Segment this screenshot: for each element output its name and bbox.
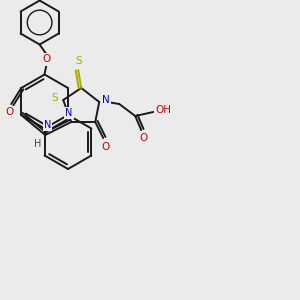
Text: N: N bbox=[102, 95, 110, 105]
Text: O: O bbox=[139, 133, 147, 143]
Text: S: S bbox=[51, 93, 58, 103]
Text: O: O bbox=[43, 55, 51, 64]
Text: N: N bbox=[65, 108, 73, 118]
Text: N: N bbox=[44, 119, 51, 130]
Text: H: H bbox=[34, 139, 41, 149]
Text: O: O bbox=[101, 142, 110, 152]
Text: S: S bbox=[75, 56, 82, 66]
Text: OH: OH bbox=[155, 105, 171, 115]
Text: O: O bbox=[5, 107, 14, 117]
